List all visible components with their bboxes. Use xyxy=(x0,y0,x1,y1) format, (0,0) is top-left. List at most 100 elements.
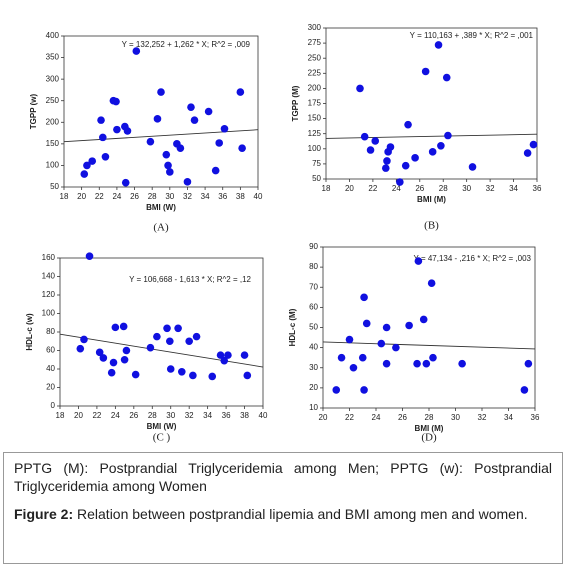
x-tick-label: 24 xyxy=(372,413,381,422)
data-point xyxy=(362,319,371,328)
y-tick-label: 50 xyxy=(309,323,318,332)
x-tick-label: 20 xyxy=(77,192,86,201)
y-tick-label: 100 xyxy=(42,309,56,318)
y-tick-label: 40 xyxy=(309,343,318,352)
data-point xyxy=(356,84,364,93)
data-point xyxy=(178,367,186,376)
data-point xyxy=(101,153,110,161)
y-tick-label: 225 xyxy=(308,68,322,77)
data-point xyxy=(83,161,91,170)
data-point xyxy=(529,140,538,149)
data-point xyxy=(360,293,368,302)
y-tick-label: 80 xyxy=(309,262,318,271)
data-point xyxy=(444,131,452,140)
data-point xyxy=(366,146,375,154)
x-tick-label: 26 xyxy=(130,192,139,201)
y-tick-label: 60 xyxy=(46,346,55,355)
x-tick-label: 28 xyxy=(425,413,434,422)
panel-label: (C ) xyxy=(153,432,171,444)
y-axis-title: HDL-c (w) xyxy=(25,313,34,351)
data-point xyxy=(112,97,120,106)
data-point xyxy=(434,41,443,49)
data-point xyxy=(166,365,175,373)
x-tick-label: 22 xyxy=(92,411,101,420)
trend-line xyxy=(63,129,259,143)
data-point xyxy=(377,339,386,348)
data-point xyxy=(386,143,395,151)
data-point xyxy=(146,137,155,146)
data-point xyxy=(428,148,437,156)
x-tick-label: 38 xyxy=(236,192,245,201)
data-point xyxy=(382,359,391,368)
x-tick-label: 40 xyxy=(254,192,263,201)
x-tick-label: 38 xyxy=(240,411,249,420)
data-point xyxy=(523,149,532,157)
data-point xyxy=(236,88,245,96)
x-tick-label: 30 xyxy=(462,184,471,193)
panel-label: (A) xyxy=(153,222,169,234)
data-point xyxy=(80,170,89,178)
data-point xyxy=(192,332,201,341)
regression-equation: Y = 110,163 + ,389 * X; R^2 = ,001 xyxy=(410,31,534,40)
x-tick-label: 22 xyxy=(95,192,104,201)
data-point xyxy=(109,358,118,367)
x-tick-label: 32 xyxy=(183,192,192,201)
data-point xyxy=(224,351,232,359)
x-tick-label: 28 xyxy=(148,411,157,420)
panel-label: (D) xyxy=(421,432,437,444)
y-tick-label: 250 xyxy=(308,53,322,62)
data-point xyxy=(442,73,451,82)
data-point xyxy=(80,335,88,344)
data-point xyxy=(111,323,120,332)
x-axis-title: BMI (M) xyxy=(417,195,446,204)
y-tick-label: 300 xyxy=(46,74,60,83)
y-tick-label: 70 xyxy=(309,282,318,291)
data-point xyxy=(371,137,380,145)
x-tick-label: 24 xyxy=(112,192,121,201)
data-point xyxy=(422,359,431,368)
x-tick-label: 18 xyxy=(60,192,69,201)
figure-label: Figure 2: xyxy=(14,506,74,522)
data-point xyxy=(419,315,428,324)
data-point xyxy=(520,386,529,394)
data-point xyxy=(220,124,229,133)
data-point xyxy=(332,386,341,394)
data-point xyxy=(122,346,131,355)
x-axis-title: BMI (W) xyxy=(146,203,176,212)
data-point xyxy=(163,324,171,333)
data-point xyxy=(392,343,400,352)
x-tick-label: 20 xyxy=(319,413,328,422)
data-point xyxy=(429,353,437,362)
data-point xyxy=(162,150,171,159)
x-tick-label: 34 xyxy=(203,411,212,420)
data-point xyxy=(337,353,346,362)
x-tick-label: 26 xyxy=(415,184,424,193)
y-tick-label: 150 xyxy=(46,139,60,148)
data-point xyxy=(401,161,410,170)
x-tick-label: 20 xyxy=(74,411,83,420)
x-tick-label: 26 xyxy=(398,413,407,422)
y-tick-label: 0 xyxy=(51,401,56,410)
x-tick-label: 28 xyxy=(148,192,157,201)
x-tick-label: 30 xyxy=(166,411,175,420)
figure-text: Relation between postprandial lipemia an… xyxy=(77,506,528,522)
y-tick-label: 150 xyxy=(308,114,322,123)
x-tick-label: 32 xyxy=(185,411,194,420)
y-tick-label: 160 xyxy=(42,253,56,262)
data-point xyxy=(211,166,220,175)
data-point xyxy=(174,324,182,333)
data-point xyxy=(411,154,419,162)
caption-note: PPTG (M): Postprandial Triglyceridemia a… xyxy=(14,460,552,494)
data-point xyxy=(164,161,172,170)
x-tick-label: 18 xyxy=(56,411,65,420)
data-point xyxy=(524,359,533,368)
y-tick-label: 100 xyxy=(46,161,60,170)
x-tick-label: 20 xyxy=(345,184,354,193)
y-tick-label: 200 xyxy=(46,117,60,126)
y-tick-label: 140 xyxy=(42,272,56,281)
x-tick-label: 24 xyxy=(392,184,401,193)
data-point xyxy=(107,368,116,377)
caption-figure: Figure 2: Relation between postprandial … xyxy=(14,505,552,523)
y-tick-label: 50 xyxy=(50,182,59,191)
